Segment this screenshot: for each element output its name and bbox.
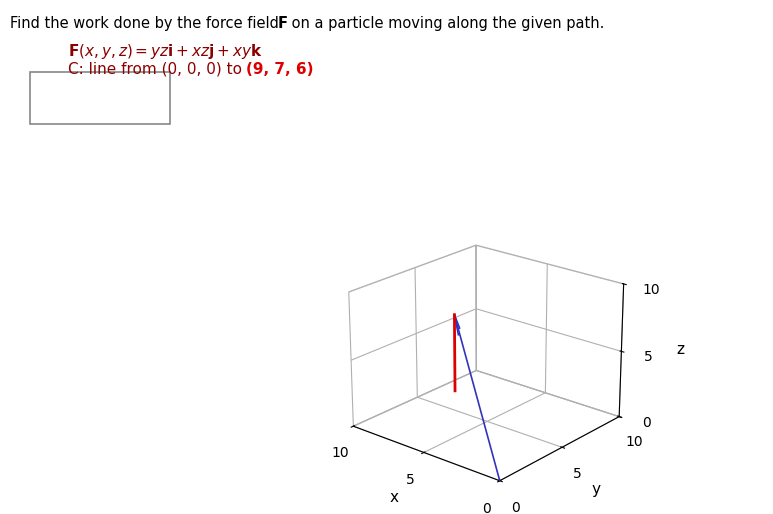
Y-axis label: y: y xyxy=(592,482,601,497)
Text: (9, 7, 6): (9, 7, 6) xyxy=(246,62,314,77)
Text: Find the work done by the force field: Find the work done by the force field xyxy=(10,16,284,31)
Text: on a particle moving along the given path.: on a particle moving along the given pat… xyxy=(287,16,604,31)
Text: F: F xyxy=(278,16,288,31)
Bar xyxy=(30,72,170,124)
X-axis label: x: x xyxy=(390,490,399,505)
Text: C: line from (0, 0, 0) to: C: line from (0, 0, 0) to xyxy=(68,62,247,77)
Text: $\mathbf{F}$$(x, y, z) = yz\mathbf{i} + xz\mathbf{j} + xy\mathbf{k}$: $\mathbf{F}$$(x, y, z) = yz\mathbf{i} + … xyxy=(68,42,263,61)
